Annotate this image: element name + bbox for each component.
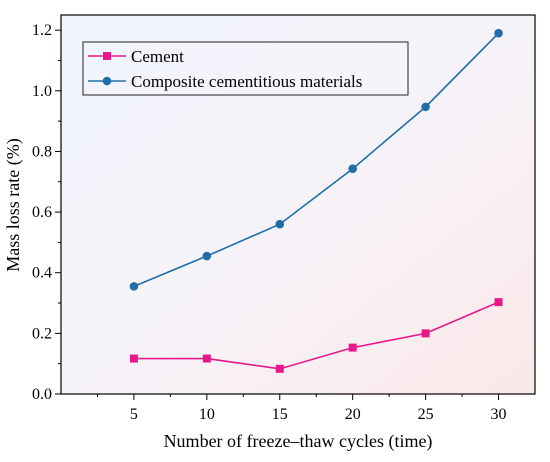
legend-label-composite: Composite cementitious materials	[131, 72, 362, 91]
legend-items: Cement Composite cementitious materials	[88, 47, 362, 91]
x-tick-label: 15	[272, 406, 288, 423]
data-point-composite	[494, 28, 503, 38]
legend-marker-cement	[103, 52, 111, 60]
plot-frame	[60, 14, 536, 395]
series-line-cement	[133, 301, 499, 370]
data-point-composite	[348, 164, 357, 174]
data-point-cement	[494, 298, 503, 307]
y-tick-label: 1.2	[32, 22, 52, 39]
data-point-composite	[421, 102, 430, 112]
y-tick-label: 0.8	[32, 143, 52, 160]
legend: Cement Composite cementitious materials	[82, 41, 409, 96]
y-tick-label: 0.0	[32, 386, 52, 403]
legend-marker-composite	[102, 76, 112, 86]
plot-background	[61, 15, 535, 394]
data-point-cement	[348, 343, 357, 352]
data-point-cement	[275, 364, 284, 373]
data-point-composite	[275, 219, 285, 229]
y-tick-label: 0.6	[32, 204, 52, 221]
series-layer	[129, 28, 503, 373]
x-axis-title: Number of freeze–thaw cycles (time)	[164, 431, 433, 452]
legend-label-cement: Cement	[131, 47, 184, 66]
x-tick-label: 25	[418, 406, 434, 423]
y-tick-label: 0.2	[32, 325, 52, 342]
data-point-cement	[421, 329, 430, 338]
data-point-composite	[202, 251, 212, 261]
data-point-composite	[129, 282, 139, 291]
x-tick-label: 10	[199, 406, 215, 423]
series-line-composite	[133, 32, 500, 288]
y-tick-label: 0.4	[32, 265, 52, 282]
ticks-layer: 5 10 15 20 25 30 0.0 0.2 0.4 0.6 0.8 1.0 1.2	[32, 22, 507, 423]
y-tick-label: 1.0	[32, 83, 52, 100]
x-tick-label: 5	[130, 406, 138, 423]
y-axis-title: Mass loss rate (%)	[3, 138, 24, 271]
x-tick-label: 20	[345, 406, 361, 423]
legend-box	[82, 41, 409, 96]
data-point-cement	[202, 354, 211, 363]
data-point-cement	[129, 354, 138, 363]
x-tick-label: 30	[491, 406, 507, 423]
